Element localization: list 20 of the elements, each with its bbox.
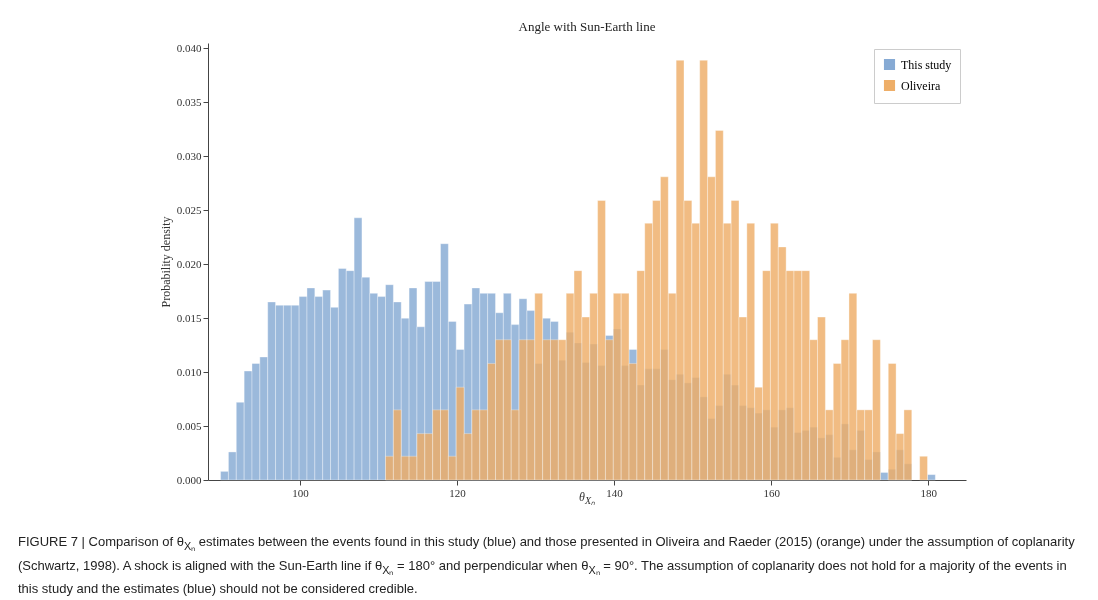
y-tick-label: 0.000 — [176, 473, 202, 486]
x-tick-label: 140 — [606, 486, 624, 499]
y-axis-title: Probability density — [158, 216, 173, 308]
x-tick-label: 100 — [292, 486, 310, 499]
x-tick-label: 160 — [763, 486, 781, 499]
y-tick-label: 0.010 — [176, 365, 202, 378]
legend-label: This study — [901, 57, 952, 72]
x-tick-label: 180 — [920, 486, 938, 499]
legend-label: Oliveira — [901, 78, 941, 93]
x-axis-title: θ$_{Xₙ}$ — [578, 490, 595, 507]
y-tick-label: 0.015 — [176, 311, 202, 324]
y-tick-label: 0.005 — [176, 419, 202, 432]
chart-title: Angle with Sun-Earth line — [518, 19, 656, 35]
y-tick-label: 0.030 — [176, 149, 202, 162]
y-tick-label: 0.040 — [176, 41, 202, 54]
text: FIGURE 7 | Comparison of θ$_{Xₙ}$ estimates between the events found in this study (blue) and those presented in Oliveira and Raeder (2015) (orange) under the assumption of coplanarity (Schwartz, 1998). A shock is aligned with the Sun-Earth line if θ$_{Xₙ}$ = 180° and perpendicular when θ$_{Xₙ}$ = 90°. The assumption of coplanarity does not hold for a majority of the events in this study and the estimates (blue) should not be considered credible. — [18, 534, 1075, 597]
y-tick-label: 0.025 — [176, 203, 202, 216]
y-tick-label: 0.035 — [176, 95, 202, 108]
x-tick-label: 120 — [449, 486, 467, 499]
y-tick-label: 0.020 — [176, 257, 202, 270]
